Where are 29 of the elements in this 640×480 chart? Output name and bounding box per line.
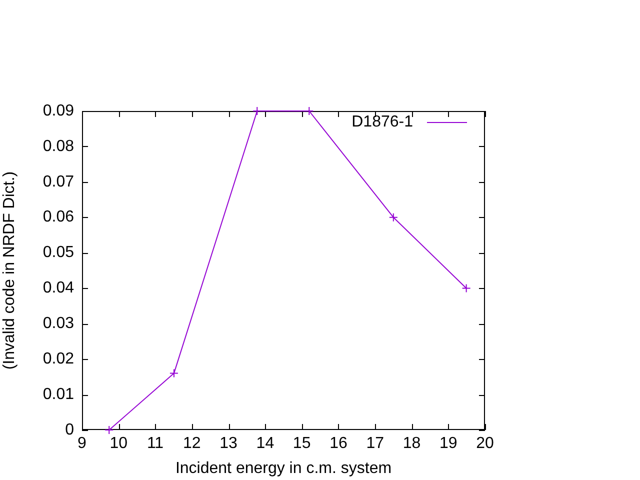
y-tick-label: 0.06 xyxy=(42,208,74,226)
x-tick-label: 18 xyxy=(402,435,421,452)
x-tick-label: 17 xyxy=(366,435,384,452)
y-tick-label: 0.02 xyxy=(42,350,74,368)
x-tick-label: 14 xyxy=(256,435,274,452)
x-tick-label: 10 xyxy=(110,435,128,452)
y-axis-title: (Invalid code in NRDF Dict.) xyxy=(1,171,18,370)
y-tick-label: 0.04 xyxy=(42,280,74,297)
y-tick-label: 0 xyxy=(65,421,74,438)
x-tick-label: 12 xyxy=(183,435,201,452)
x-tick-label: 20 xyxy=(476,435,494,452)
x-tick-label: 15 xyxy=(292,435,311,452)
y-tick-label: 0.03 xyxy=(42,315,74,332)
point xyxy=(462,284,471,293)
series-label: D1876-1 xyxy=(352,113,414,130)
y-tick-label: 0.07 xyxy=(42,173,74,190)
x-tick-label: 16 xyxy=(330,435,348,452)
point xyxy=(388,212,398,222)
x-tick-label: 19 xyxy=(439,435,458,452)
x-tick-label: 9 xyxy=(78,435,87,452)
x-tick-label: 11 xyxy=(146,435,164,452)
point xyxy=(169,368,178,378)
point xyxy=(104,426,114,434)
y-tick-label: 0.08 xyxy=(42,138,74,155)
x-tick-label: 13 xyxy=(220,435,238,452)
y-tick-label: 0.05 xyxy=(42,244,74,262)
y-tick-label: 0.09 xyxy=(42,102,74,120)
y-tick-label: 0.01 xyxy=(42,386,74,403)
x-axis-title: Incident energy in c.m. system xyxy=(175,460,392,477)
